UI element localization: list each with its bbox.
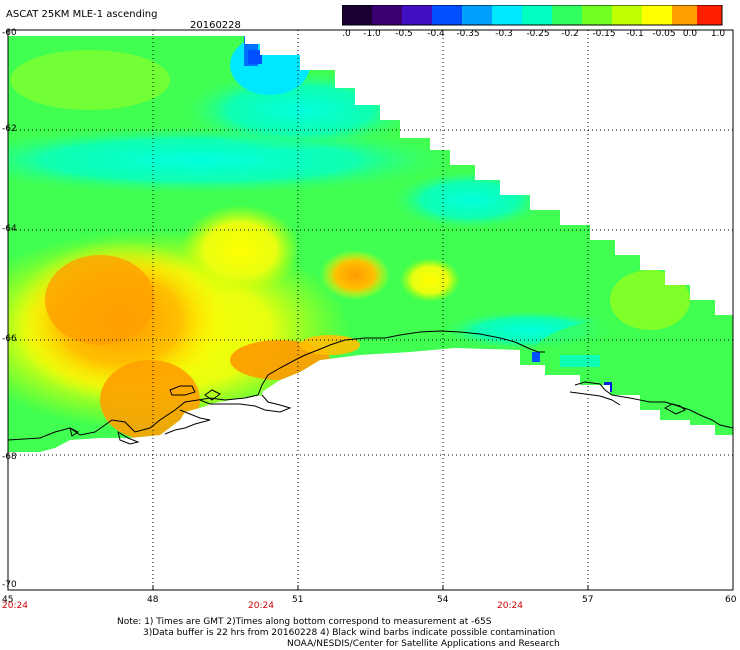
time-label: 20:24 (248, 601, 274, 611)
colorbar-swatch (552, 5, 582, 25)
colorbar-label: 1.0 (711, 29, 726, 39)
lat-label: -68 (2, 452, 17, 462)
lon-label: 48 (147, 595, 159, 605)
lon-label: 45 (2, 595, 14, 605)
colorbar-label: -0.3 (495, 29, 513, 39)
colorbar-label: -0.1 (626, 29, 644, 39)
colorbar-label: -0.5 (395, 29, 413, 39)
map-date: 20160228 (190, 20, 241, 31)
colorbar-label: -0.35 (456, 29, 479, 39)
map-frame (7, 29, 734, 591)
lat-label: -70 (2, 580, 17, 590)
colorbar-swatch (642, 5, 672, 25)
colorbar-swatch (492, 5, 522, 25)
colorbar-swatch (697, 5, 722, 25)
colorbar-swatch (402, 5, 432, 25)
lat-label: -62 (2, 124, 17, 134)
colorbar-label: -1.0 (363, 29, 381, 39)
colorbar-swatch (372, 5, 402, 25)
lon-label: 51 (292, 595, 304, 605)
colorbar-label: -0.25 (526, 29, 549, 39)
colorbar-swatch (432, 5, 462, 25)
colorbar-swatch (522, 5, 552, 25)
lon-label: 57 (582, 595, 594, 605)
lat-label: -60 (2, 28, 17, 38)
colorbar-label: -0.15 (592, 29, 615, 39)
time-label: 20:24 (2, 601, 28, 611)
colorbar-label: 0.0 (683, 29, 698, 39)
colorbar: -3.0 -1.0 -0.5 -0.4 -0.35 -0.3 -0.25 -0.… (342, 5, 726, 39)
graticule (8, 30, 733, 590)
note-line-3: NOAA/NESDIS/Center for Satellite Applica… (287, 639, 560, 649)
colorbar-label: -3.0 (342, 29, 351, 39)
lon-label: 60 (725, 595, 737, 605)
map-title: ASCAT 25KM MLE-1 ascending (6, 9, 158, 20)
colorbar-label: -0.05 (652, 29, 675, 39)
colorbar-swatch (462, 5, 492, 25)
data-swath (8, 36, 733, 452)
lat-label: -66 (2, 334, 17, 344)
lon-label: 54 (437, 595, 449, 605)
coastline (7, 330, 734, 445)
time-label: 20:24 (497, 601, 523, 611)
colorbar-swatch (582, 5, 612, 25)
note-line-1: Note: 1) Times are GMT 2)Times along bot… (117, 617, 492, 627)
colorbar-label: -0.2 (561, 29, 579, 39)
lat-label: -64 (2, 224, 17, 234)
colorbar-swatch (672, 5, 697, 25)
colorbar-swatch (612, 5, 642, 25)
colorbar-label: -0.4 (427, 29, 445, 39)
note-line-2: 3)Data buffer is 22 hrs from 20160228 4)… (143, 628, 556, 638)
